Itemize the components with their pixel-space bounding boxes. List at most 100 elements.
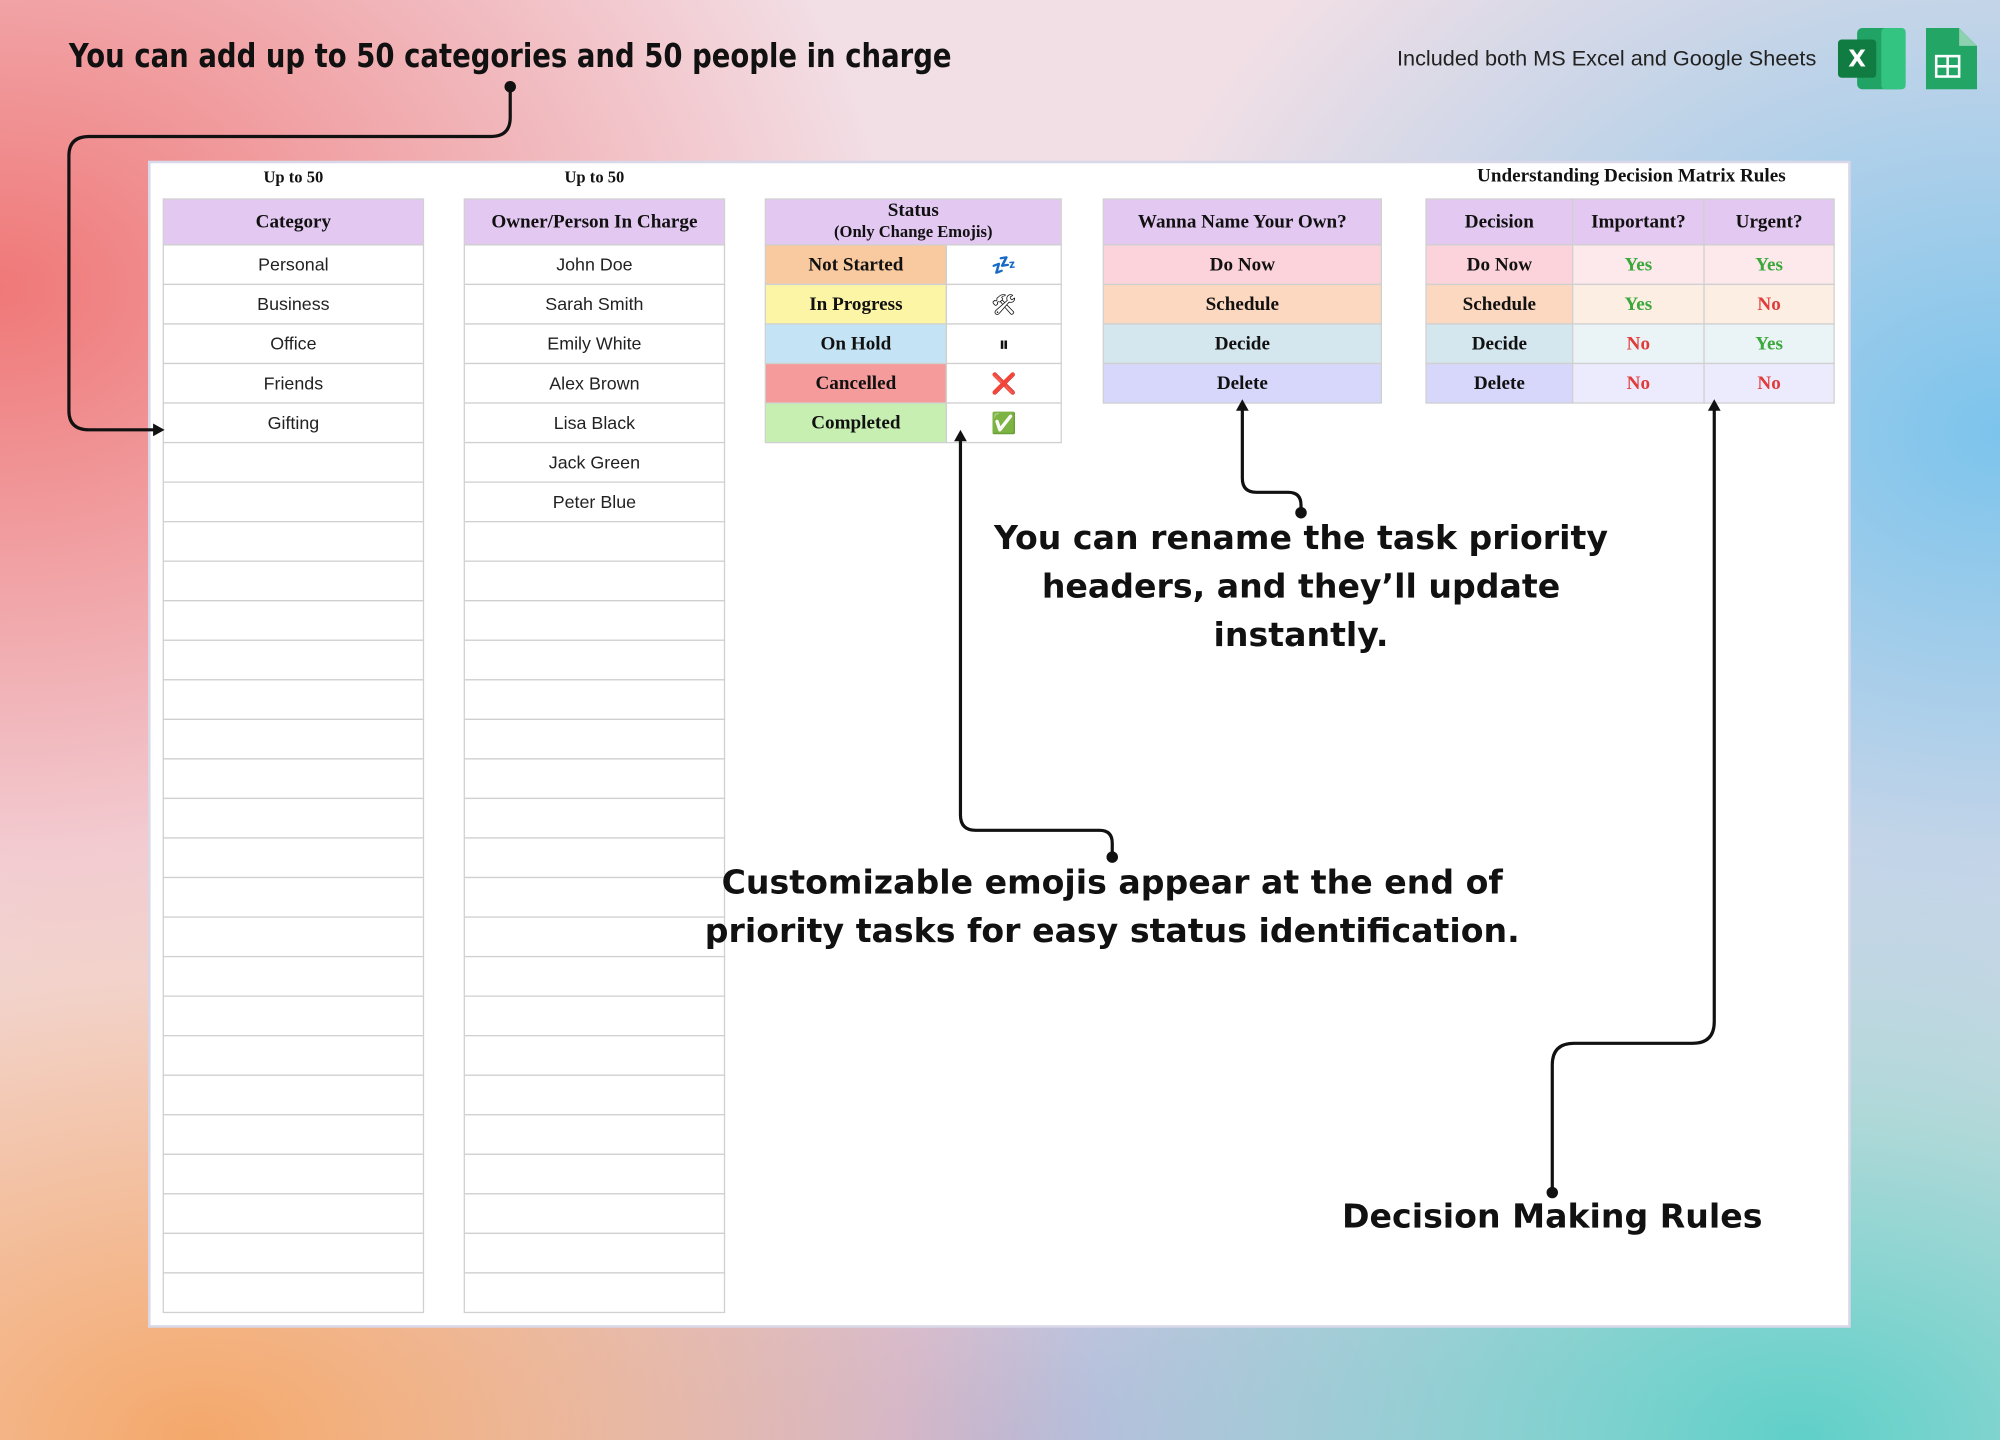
list-item-cell — [162, 1272, 425, 1314]
annotation-line: Customizable emojis appear at the end of — [722, 862, 1504, 901]
list-item-cell — [162, 1153, 425, 1195]
list-item-cell — [463, 362, 726, 404]
list-item-cell — [162, 1035, 425, 1076]
annotations: You can rename the task priority headers,… — [705, 518, 1763, 1236]
column-note: Up to 50 — [564, 167, 624, 186]
list-item: Personal — [258, 255, 328, 275]
column-header-cell — [162, 198, 425, 246]
status-subheader: (Only Change Emojis) — [834, 222, 992, 241]
priority-name-cell — [1102, 244, 1383, 286]
list-item-cell — [463, 323, 726, 365]
status-emoji-cell — [945, 244, 1062, 286]
matrix-header: Important? — [1591, 212, 1686, 233]
list-item-cell — [463, 679, 726, 720]
list-item-cell — [463, 1074, 726, 1116]
list-item-cell — [162, 916, 425, 958]
sheets-icon — [1925, 28, 1978, 90]
status-label-cell — [764, 244, 948, 286]
column-header: Owner/Person In Charge — [491, 212, 697, 233]
status-emoji: ⏸ — [999, 332, 1009, 356]
list-item-cell — [463, 1232, 726, 1274]
matrix-answer-cell — [1572, 283, 1705, 325]
list-item-cell — [463, 244, 726, 286]
list-item-cell — [162, 481, 425, 523]
priority-name: Delete — [1217, 373, 1268, 394]
priority-header: Wanna Name Your Own? — [1138, 212, 1347, 233]
annotation-line: priority tasks for easy status identific… — [705, 911, 1520, 950]
list-item-cell — [463, 718, 726, 760]
list-item-cell — [162, 1232, 425, 1274]
status-emoji: 💤 — [991, 253, 1016, 277]
tables: Up to 50 Category Personal Business Office Fr… — [162, 166, 1835, 1314]
column-note: Up to 50 — [263, 167, 323, 186]
matrix-header-cell — [1572, 198, 1705, 246]
status-label-cell — [764, 402, 948, 444]
matrix-answer: Yes — [1625, 254, 1653, 275]
matrix-decision: Delete — [1474, 373, 1525, 394]
list-item-cell — [162, 797, 425, 839]
annotation-line: instantly. — [1214, 615, 1389, 654]
annotation-line: You can rename the task priority — [993, 518, 1608, 557]
priority-name: Schedule — [1206, 294, 1279, 315]
status-emoji-cell — [945, 323, 1062, 365]
status-label: In Progress — [809, 294, 902, 315]
matrix-decision: Decide — [1472, 333, 1527, 354]
list-item-cell — [463, 916, 726, 958]
matrix-decision: Schedule — [1463, 294, 1536, 315]
annotation-line: headers, and they’ll update — [1042, 566, 1560, 605]
list-item-cell — [463, 560, 726, 602]
matrix-title: Understanding Decision Matrix Rules — [1477, 166, 1786, 187]
list-item-cell — [162, 955, 425, 997]
matrix-answer: No — [1757, 294, 1780, 315]
excel-icon: X — [1837, 28, 1906, 90]
matrix-answer: No — [1627, 373, 1650, 394]
list-item: Jack Green — [549, 452, 640, 472]
matrix-answer: No — [1757, 373, 1780, 394]
matrix-answer: Yes — [1625, 294, 1653, 315]
subtitle: Included both MS Excel and Google Sheets — [1397, 46, 1816, 71]
list-item-cell — [463, 1153, 726, 1195]
status-label: On Hold — [821, 333, 892, 354]
priority-name: Decide — [1215, 333, 1270, 354]
list-item-cell — [463, 837, 726, 879]
status-emoji: ❌ — [991, 372, 1016, 397]
status-header-cell — [764, 198, 1062, 246]
list-item-cell — [162, 837, 425, 879]
list-item-cell — [463, 1035, 726, 1076]
list-item-cell — [162, 1074, 425, 1116]
status-emoji-cell — [945, 362, 1062, 404]
list-item-cell — [162, 1114, 425, 1155]
list-item-cell — [463, 521, 726, 562]
list-item-cell — [162, 1193, 425, 1235]
list-item: Friends — [264, 373, 324, 393]
list-item-cell — [463, 1114, 726, 1155]
headline: You can add up to 50 categories and 50 p… — [68, 36, 951, 75]
list-item-cell — [463, 758, 726, 800]
list-item-cell — [162, 876, 425, 918]
list-item-cell — [463, 402, 726, 444]
list-item: Office — [270, 334, 316, 354]
list-item: Alex Brown — [549, 373, 639, 393]
list-item-cell — [463, 995, 726, 1037]
matrix-answer-cell — [1703, 283, 1835, 325]
excel-letter: X — [1848, 46, 1866, 72]
list-item-cell — [463, 639, 726, 681]
list-item-cell — [463, 876, 726, 918]
status-emoji-cell — [945, 402, 1062, 444]
matrix-answer: Yes — [1755, 254, 1783, 275]
list-item: Lisa Black — [554, 413, 635, 433]
status-label: Not Started — [808, 254, 903, 275]
status-label-cell — [764, 323, 948, 365]
list-item-cell — [463, 955, 726, 997]
matrix-answer-cell — [1703, 323, 1835, 365]
column-header-cell — [463, 198, 726, 246]
matrix-header-cell — [1425, 198, 1574, 246]
list-item-cell — [463, 481, 726, 523]
status-label: Cancelled — [815, 373, 896, 394]
status-label: Completed — [811, 412, 901, 433]
list-item-cell — [162, 600, 425, 641]
list-item-cell — [463, 1193, 726, 1235]
status-emoji: ✅ — [991, 411, 1016, 435]
